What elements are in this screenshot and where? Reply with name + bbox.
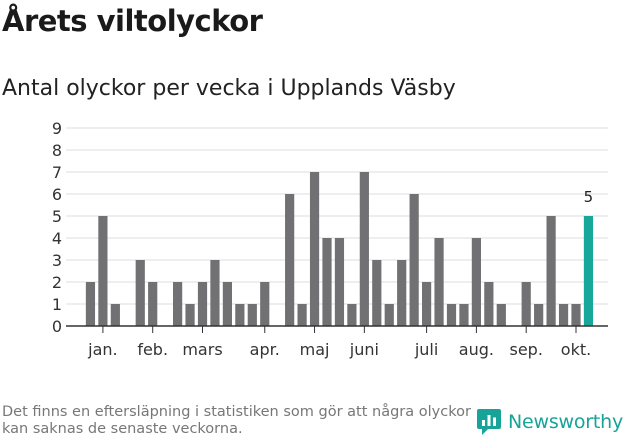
x-tick-label: mars [182,340,222,359]
bar [571,304,581,326]
y-tick-label: 3 [52,251,62,270]
x-tick-label: apr. [250,340,280,359]
bar [148,282,158,326]
bar [434,238,444,326]
bar [484,282,494,326]
bar [173,282,183,326]
x-tick-label: juli [414,340,438,359]
newsworthy-icon [477,409,501,435]
bar [558,304,569,326]
y-tick-label: 4 [52,229,62,248]
y-tick-label: 7 [52,163,62,182]
bar [197,282,208,326]
bar [446,304,457,326]
bar [384,304,394,326]
y-tick-label: 2 [52,273,62,292]
bar [222,282,232,326]
bar [409,194,419,326]
bar [546,216,556,326]
x-tick-label: aug. [459,340,494,359]
chart-title: Årets viltolyckor [2,4,263,38]
bar [135,260,145,326]
y-tick-label: 6 [52,185,62,204]
y-tick-label: 5 [52,207,62,226]
bar [210,260,220,326]
footnote: Det finns en eftersläpning i statistiken… [2,404,471,437]
highlight-value-label: 5 [584,188,594,206]
bar-chart: 0 1 2 3 4 5 6 7 8 9 5 jan. feb. mars apr. maj juni juli… [52,119,608,359]
bar [110,304,120,326]
x-axis: jan. feb. mars apr. maj juni juli aug. sep. okt. [66,325,608,359]
bar [247,304,257,326]
bar-highlight [583,216,594,326]
x-tick-label: okt. [561,340,591,359]
bar [372,260,382,326]
y-axis-ticks: 0 1 2 3 4 5 6 7 8 9 [52,119,62,336]
bar [322,238,332,326]
bar [334,238,345,326]
bar [285,194,295,326]
bar [471,238,481,326]
x-tick-label: sep. [509,340,542,359]
bar [98,216,108,326]
bar [496,304,506,326]
x-tick-label: feb. [137,340,168,359]
bar [309,172,320,326]
bar [397,260,407,326]
newsworthy-logo[interactable]: Newsworthy [476,408,623,436]
bar [534,304,544,326]
x-tick-label: maj [300,340,330,359]
bar [459,304,469,326]
brand-name: Newsworthy [508,411,624,433]
x-tick-label: juni [349,340,379,359]
bar [521,282,531,326]
bar [359,172,369,326]
x-tick-label: jan. [87,340,117,359]
y-tick-label: 9 [52,119,62,138]
y-tick-label: 1 [52,295,62,314]
bar [297,304,307,326]
bar [422,282,432,326]
bars: 5 [85,172,594,326]
bar [347,304,357,326]
y-tick-label: 0 [52,317,62,336]
bar [85,282,96,326]
bar [260,282,270,326]
bar [235,304,245,326]
chart-subtitle: Antal olyckor per vecka i Upplands Väsby [2,76,456,101]
bar [185,304,195,326]
y-tick-label: 8 [52,141,62,160]
